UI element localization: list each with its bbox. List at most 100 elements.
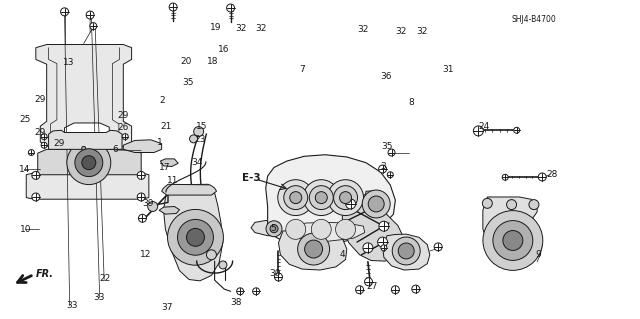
Text: 35: 35 (182, 78, 194, 87)
Circle shape (86, 11, 94, 19)
Text: 6: 6 (113, 145, 118, 154)
Text: FR.: FR. (36, 270, 54, 279)
Circle shape (80, 145, 88, 152)
Text: 7: 7 (300, 65, 305, 74)
Circle shape (207, 250, 216, 260)
Text: 29: 29 (53, 139, 65, 148)
Polygon shape (162, 184, 216, 195)
Circle shape (148, 202, 157, 211)
Circle shape (137, 193, 145, 201)
Polygon shape (364, 191, 389, 217)
Circle shape (169, 3, 177, 11)
Circle shape (177, 219, 213, 255)
Circle shape (381, 245, 387, 251)
Text: 39: 39 (143, 199, 154, 208)
Polygon shape (266, 155, 396, 245)
Circle shape (412, 285, 420, 293)
Circle shape (122, 134, 128, 140)
Polygon shape (36, 45, 132, 147)
Polygon shape (383, 234, 430, 270)
Circle shape (298, 233, 330, 265)
Circle shape (270, 225, 278, 233)
Circle shape (28, 150, 35, 155)
Circle shape (82, 146, 86, 150)
Text: 19: 19 (210, 23, 221, 32)
Circle shape (138, 214, 147, 222)
Circle shape (316, 192, 327, 204)
Text: 2: 2 (159, 96, 164, 105)
Circle shape (379, 165, 387, 173)
Polygon shape (287, 222, 365, 241)
Text: 15: 15 (195, 122, 207, 131)
Text: 36: 36 (381, 72, 392, 81)
Circle shape (493, 220, 533, 260)
Circle shape (266, 221, 282, 237)
Circle shape (253, 288, 260, 295)
Circle shape (237, 288, 244, 295)
Circle shape (335, 219, 356, 239)
Circle shape (365, 278, 372, 286)
Circle shape (32, 193, 40, 201)
Text: 10: 10 (20, 225, 31, 234)
Text: 8: 8 (408, 98, 414, 107)
Text: SHJ4-B4700: SHJ4-B4700 (511, 15, 556, 24)
Text: 28: 28 (547, 170, 558, 179)
Circle shape (41, 142, 47, 148)
Text: E-3: E-3 (242, 173, 260, 183)
Text: 13: 13 (63, 58, 75, 67)
Polygon shape (49, 130, 122, 149)
Text: 22: 22 (100, 274, 111, 283)
Polygon shape (251, 220, 296, 236)
Circle shape (514, 127, 520, 133)
Text: 33: 33 (93, 293, 105, 302)
Text: 16: 16 (218, 45, 229, 55)
Polygon shape (26, 173, 149, 199)
Circle shape (392, 286, 399, 294)
Circle shape (227, 4, 235, 12)
Circle shape (483, 211, 543, 271)
Circle shape (356, 286, 364, 294)
Text: 32: 32 (236, 24, 247, 33)
Circle shape (311, 219, 332, 239)
Polygon shape (483, 197, 542, 262)
Circle shape (529, 200, 539, 210)
Circle shape (189, 135, 198, 143)
Circle shape (328, 180, 364, 216)
Circle shape (285, 219, 306, 239)
Polygon shape (159, 206, 179, 214)
Circle shape (333, 186, 358, 210)
Circle shape (340, 192, 351, 204)
Text: 9: 9 (536, 250, 541, 259)
Text: 29: 29 (34, 128, 45, 137)
Text: 24: 24 (478, 122, 490, 131)
Circle shape (75, 149, 103, 177)
Polygon shape (342, 195, 403, 261)
Circle shape (284, 186, 308, 210)
Circle shape (346, 199, 356, 209)
Polygon shape (164, 184, 223, 281)
Circle shape (388, 149, 395, 156)
Circle shape (392, 237, 420, 265)
Circle shape (362, 190, 390, 218)
Circle shape (368, 196, 384, 212)
Text: 1: 1 (157, 138, 163, 147)
Circle shape (305, 240, 323, 258)
Circle shape (474, 126, 483, 136)
Polygon shape (161, 159, 178, 167)
Text: 38: 38 (230, 298, 242, 307)
Text: 31: 31 (443, 65, 454, 74)
Circle shape (90, 23, 97, 30)
Circle shape (32, 171, 40, 179)
Text: 32: 32 (357, 25, 369, 34)
Text: 32: 32 (416, 27, 427, 36)
Text: 32: 32 (396, 27, 407, 36)
Circle shape (398, 243, 414, 259)
Text: 27: 27 (366, 282, 378, 291)
Circle shape (278, 180, 314, 216)
Text: 12: 12 (140, 250, 151, 259)
Text: 21: 21 (161, 122, 172, 131)
Text: 29: 29 (117, 111, 128, 120)
Circle shape (363, 243, 373, 253)
Circle shape (387, 172, 393, 178)
Circle shape (67, 141, 111, 185)
